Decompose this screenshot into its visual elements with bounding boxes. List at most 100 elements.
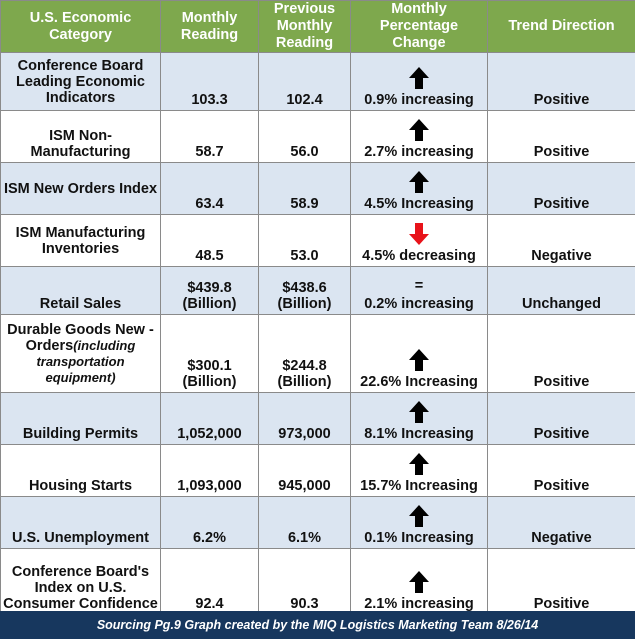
category-label: Conference Board's Index on U.S. Consume…: [3, 564, 158, 612]
trend-direction-cell: Unchanged: [487, 266, 635, 315]
trend-direction-cell: Positive: [487, 110, 635, 163]
percentage-change-cell: 4.5% Increasing: [350, 162, 488, 215]
trend-direction-cell: Positive: [487, 444, 635, 497]
header-category: U.S. Economic Category: [0, 0, 161, 53]
category-cell: Conference Board's Index on U.S. Consume…: [0, 548, 161, 615]
percentage-change-cell: 0.1% Increasing: [350, 496, 488, 549]
table-row: Housing Starts 1,093,000 945,000 15.7% Incr…: [0, 444, 635, 497]
percentage-change-label: 22.6% Increasing: [360, 374, 478, 390]
previous-reading-cell: 102.4: [258, 52, 351, 111]
previous-reading-cell: $244.8 (Billion): [258, 314, 351, 393]
percentage-change-cell: 8.1% Increasing: [350, 392, 488, 445]
table-row: Conference Board Leading Economic Indica…: [0, 52, 635, 111]
category-cell: ISM New Orders Index: [0, 162, 161, 215]
monthly-reading-cell: 58.7: [160, 110, 259, 163]
previous-reading-cell: 973,000: [258, 392, 351, 445]
category-cell: Conference Board Leading Economic Indica…: [0, 52, 161, 111]
table-row: ISM Non-Manufacturing 58.7 56.0 2.7% increa…: [0, 110, 635, 163]
category-cell: ISM Non-Manufacturing: [0, 110, 161, 163]
percentage-change-cell: 15.7% Increasing: [350, 444, 488, 497]
header-percentage-change: Monthly Percentage Change: [350, 0, 488, 53]
previous-reading-cell: 90.3: [258, 548, 351, 615]
previous-reading-cell: 945,000: [258, 444, 351, 497]
trend-direction-cell: Positive: [487, 392, 635, 445]
monthly-reading-cell: 63.4: [160, 162, 259, 215]
category-cell: Durable Goods New -Orders(including tran…: [0, 314, 161, 393]
percentage-change-label: 4.5% Increasing: [364, 196, 474, 212]
trend-direction-cell: Positive: [487, 162, 635, 215]
percentage-change-cell: 0.9% increasing: [350, 52, 488, 111]
table-row: Conference Board's Index on U.S. Consume…: [0, 548, 635, 615]
table-body: Conference Board Leading Economic Indica…: [0, 52, 635, 615]
category-label: Durable Goods New -Orders: [7, 321, 154, 354]
economic-indicators-table: U.S. Economic Category Monthly Reading P…: [0, 0, 635, 615]
category-label: Building Permits: [22, 426, 139, 442]
table-row: ISM New Orders Index 63.4 58.9 4.5% Increas…: [0, 162, 635, 215]
percentage-change-cell: 2.1% increasing: [350, 548, 488, 615]
category-label: Housing Starts: [28, 478, 133, 494]
percentage-change-cell: 22.6% Increasing: [350, 314, 488, 393]
monthly-reading-cell: 92.4: [160, 548, 259, 615]
arrow-up-icon: [409, 171, 429, 193]
arrow-up-icon: [409, 453, 429, 475]
table-row: Building Permits 1,052,000 973,000 8.1% Inc…: [0, 392, 635, 445]
arrow-up-icon: [409, 119, 429, 141]
trend-direction-cell: Positive: [487, 548, 635, 615]
source-footer: Sourcing Pg.9 Graph created by the MIQ L…: [0, 611, 635, 639]
category-cell: ISM Manufacturing Inventories: [0, 214, 161, 267]
percentage-change-label: 2.7% increasing: [364, 144, 474, 160]
category-label: Retail Sales: [39, 296, 122, 312]
monthly-reading-cell: 103.3: [160, 52, 259, 111]
equal-sign-icon: =: [414, 278, 424, 294]
category-cell: Retail Sales: [0, 266, 161, 315]
percentage-change-cell: 4.5% decreasing: [350, 214, 488, 267]
category-label: ISM Non-Manufacturing: [30, 128, 131, 160]
percentage-change-label: 2.1% increasing: [364, 596, 474, 612]
previous-reading-cell: $438.6 (Billion): [258, 266, 351, 315]
arrow-up-icon: [409, 67, 429, 89]
table-row: Retail Sales $439.8 (Billion) $438.6 (Bill…: [0, 266, 635, 315]
monthly-reading-cell: 6.2%: [160, 496, 259, 549]
trend-direction-cell: Negative: [487, 496, 635, 549]
arrow-up-icon: [409, 349, 429, 371]
header-row: U.S. Economic Category Monthly Reading P…: [0, 0, 635, 53]
category-label: ISM Manufacturing Inventories: [15, 224, 146, 257]
category-cell: U.S. Unemployment: [0, 496, 161, 549]
percentage-change-label: 0.1% Increasing: [364, 530, 474, 546]
arrow-up-icon: [409, 571, 429, 593]
table-row: ISM Manufacturing Inventories 48.5 53.0 4.5…: [0, 214, 635, 267]
trend-direction-cell: Negative: [487, 214, 635, 267]
header-trend-direction: Trend Direction: [487, 0, 635, 53]
category-label: U.S. Unemployment: [12, 530, 149, 546]
previous-reading-cell: 6.1%: [258, 496, 351, 549]
header-previous-reading: Previous Monthly Reading: [258, 0, 351, 53]
previous-reading-cell: 58.9: [258, 162, 351, 215]
trend-direction-cell: Positive: [487, 52, 635, 111]
percentage-change-label: 0.9% increasing: [364, 92, 474, 108]
arrow-up-icon: [409, 505, 429, 527]
monthly-reading-cell: 48.5: [160, 214, 259, 267]
header-monthly-reading: Monthly Reading: [160, 0, 259, 53]
previous-reading-cell: 53.0: [258, 214, 351, 267]
percentage-change-label: 4.5% decreasing: [362, 248, 476, 264]
arrow-up-icon: [409, 401, 429, 423]
percentage-change-label: 0.2% increasing: [364, 296, 474, 312]
previous-reading-cell: 56.0: [258, 110, 351, 163]
arrow-down-icon: [409, 223, 429, 245]
percentage-change-cell: = 0.2% increasing: [350, 266, 488, 315]
percentage-change-label: 8.1% Increasing: [364, 426, 474, 442]
category-label: ISM New Orders Index: [3, 180, 158, 197]
category-note: (including transportation equipment): [36, 337, 136, 385]
category-cell: Housing Starts: [0, 444, 161, 497]
monthly-reading-cell: $300.1 (Billion): [160, 314, 259, 393]
monthly-reading-cell: 1,093,000: [160, 444, 259, 497]
percentage-change-label: 15.7% Increasing: [360, 478, 478, 494]
trend-direction-cell: Positive: [487, 314, 635, 393]
category-label: Conference Board Leading Economic Indica…: [16, 57, 145, 106]
percentage-change-cell: 2.7% increasing: [350, 110, 488, 163]
table-row: U.S. Unemployment 6.2% 6.1% 0.1% Increasing…: [0, 496, 635, 549]
monthly-reading-cell: 1,052,000: [160, 392, 259, 445]
category-cell: Building Permits: [0, 392, 161, 445]
table-row: Durable Goods New -Orders(including tran…: [0, 314, 635, 393]
monthly-reading-cell: $439.8 (Billion): [160, 266, 259, 315]
